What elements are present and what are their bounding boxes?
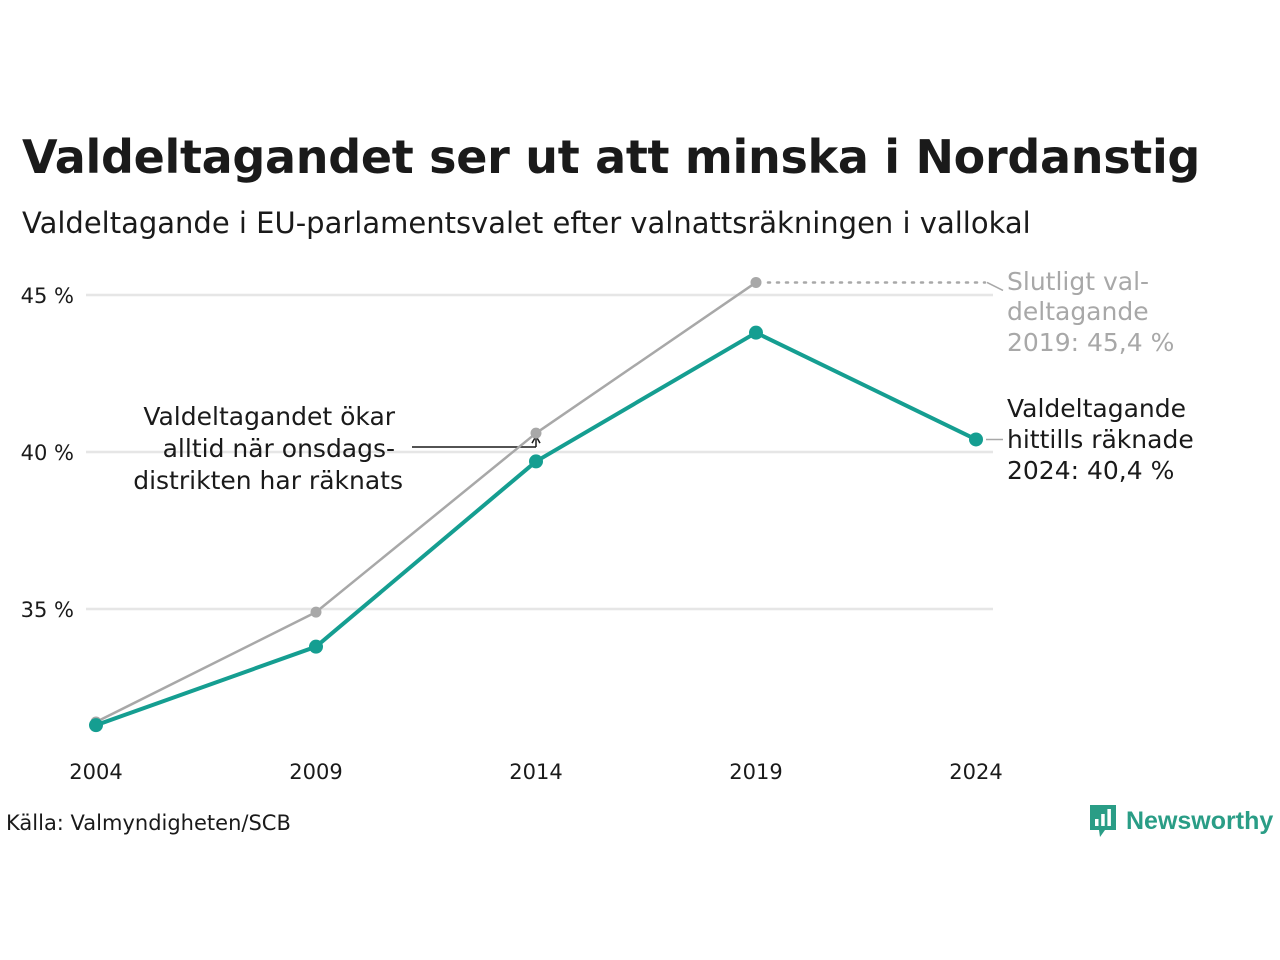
data-point [310,606,322,618]
annotation-current-line: 2024: 40,4 % [1007,456,1174,485]
gridlines [86,293,993,611]
annotation-left-line: alltid när onsdags- [163,434,395,463]
annotation-final-line: deltagande [1007,297,1149,326]
y-tick-label: 45 % [21,284,74,308]
annotation-current-turnout: Valdeltagande hittills räknade 2024: 40,… [1007,394,1202,485]
newsworthy-logo-icon [1090,805,1116,837]
annotation-final-line: 2019: 45,4 % [1007,328,1174,357]
x-tick-label: 2004 [69,760,122,784]
x-tick-label: 2014 [509,760,562,784]
final-turnout-tick [986,281,1004,292]
y-axis-ticks: 35 % 40 % 45 % [21,284,74,622]
annotation-left-line: Valdeltagandet ökar [143,402,395,431]
source-note: Källa: Valmyndigheten/SCB [6,811,291,835]
annotation-left: Valdeltagandet ökar alltid när onsdags- … [133,402,403,495]
annotation-left-line: distrikten har räknats [133,466,403,495]
y-tick-label: 40 % [21,441,74,465]
brand-name: Newsworthy [1126,806,1274,835]
brand-logo: Newsworthy [1088,803,1273,839]
data-point [89,718,103,733]
x-tick-label: 2019 [729,760,782,784]
series-line [95,281,757,724]
series-points [89,276,983,733]
annotation-current-line: hittills räknade [1007,425,1194,454]
series-line [95,330,977,728]
annotation-final-turnout: Slutligt val- deltagande 2019: 45,4 % [1007,267,1174,357]
y-tick-label: 35 % [21,598,74,622]
data-point [749,325,763,340]
x-tick-label: 2024 [949,760,1002,784]
data-point [530,427,542,439]
data-point [750,276,762,288]
x-tick-label: 2009 [289,760,342,784]
chart-title: Valdeltagandet ser ut att minska i Norda… [22,130,1201,184]
chart-subtitle: Valdeltagande i EU-parlamentsvalet efter… [22,206,1031,240]
data-point [529,454,543,469]
annotation-current-line: Valdeltagande [1007,394,1186,423]
series-lines [95,281,977,728]
data-point [969,432,983,447]
annotation-final-line: Slutligt val- [1007,267,1149,296]
x-axis-ticks: 2004 2009 2014 2019 2024 [69,760,1002,784]
data-point [309,639,323,654]
annotation-leaders [412,281,1004,448]
